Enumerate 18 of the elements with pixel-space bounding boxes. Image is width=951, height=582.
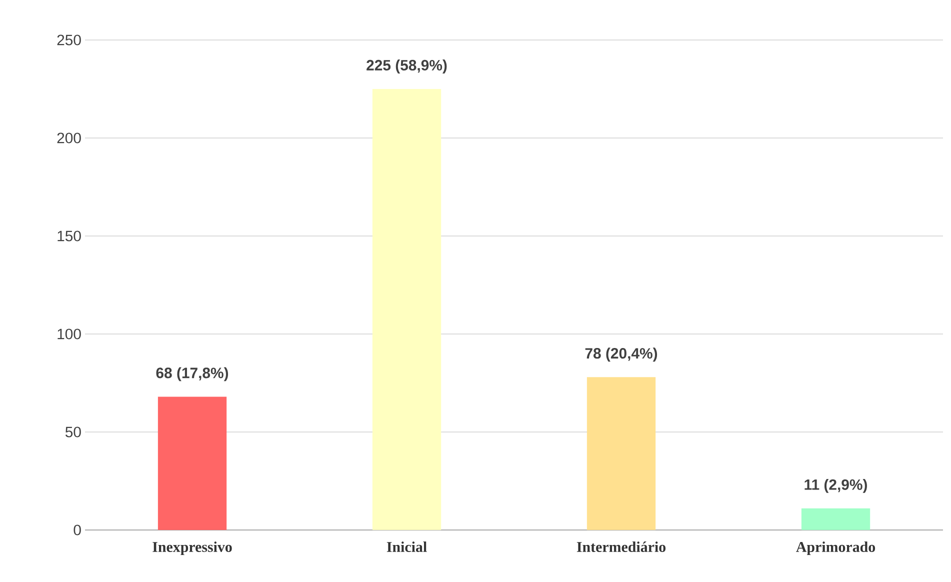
y-tick-label: 50 xyxy=(65,426,81,438)
x-tick-label: Inicial xyxy=(386,542,427,552)
bar xyxy=(372,88,442,530)
y-tick-label: 150 xyxy=(58,230,81,242)
data-label: 68 (17,8%) xyxy=(156,367,228,382)
x-tick-label: Inexpressivo xyxy=(152,542,232,556)
data-label: 78 (20,4%) xyxy=(585,348,658,362)
bar xyxy=(586,377,656,530)
x-tick-label: Aprimorado xyxy=(796,542,876,556)
data-label: 225 (58,9%) xyxy=(366,60,447,74)
data-label: 11 (2,9%) xyxy=(804,478,867,493)
y-tick-label: 200 xyxy=(57,132,81,144)
x-tick-label: Intermediário xyxy=(576,542,666,552)
y-tick-label: 100 xyxy=(58,328,81,340)
bar xyxy=(158,396,227,530)
y-tick-label: 0 xyxy=(74,524,81,536)
y-tick-label: 250 xyxy=(57,34,81,46)
bar xyxy=(801,508,870,530)
